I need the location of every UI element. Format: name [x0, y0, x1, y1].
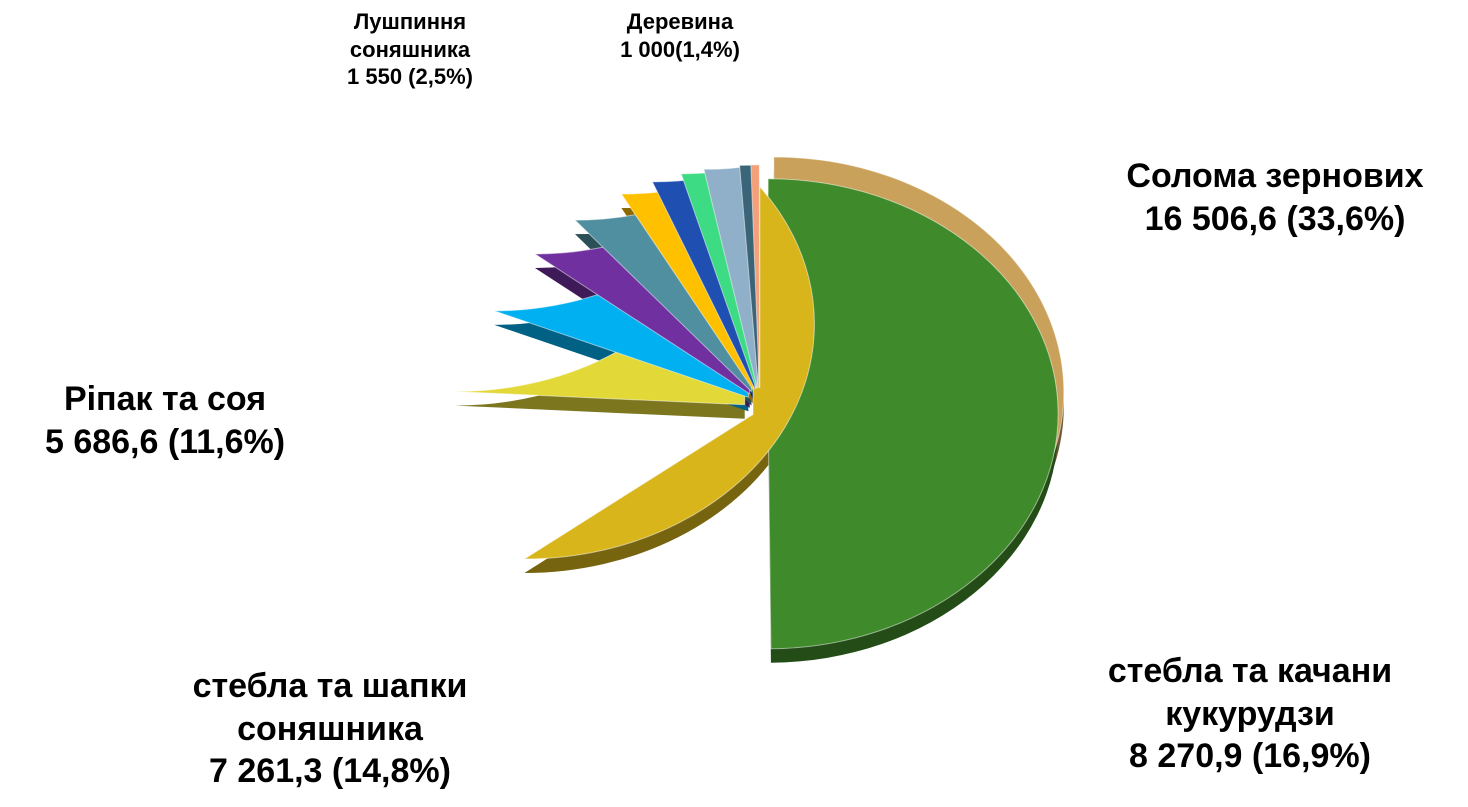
slice-label: стебла та шапки соняшника 7 261,3 (14,8%)	[110, 665, 550, 793]
value-label: 1 550 (2,5%)	[347, 64, 473, 89]
value-label: 7 261,3 (14,8%)	[209, 752, 451, 790]
value-label: 1 000(1,4%)	[620, 36, 740, 62]
slice-label: Ріпак та соя 5 686,6 (11,6%)	[0, 378, 330, 463]
slice-label: Деревина 1 000(1,4%)	[585, 8, 775, 63]
slice	[767, 178, 1059, 650]
category-label: Лушпиння соняшника	[349, 9, 471, 62]
slice-label: стебла та качани кукурудзи 8 270,9 (16,9%…	[1040, 650, 1460, 778]
category-label: Ріпак та соя	[63, 380, 267, 418]
value-label: 5 686,6 (11,6%)	[44, 422, 286, 461]
value-label: 16 506,6 (33,6%)	[1144, 199, 1406, 238]
category-label: стебла та качани кукурудзи	[1107, 652, 1393, 733]
category-label: стебла та шапки соняшника	[192, 667, 468, 748]
category-label: Солома зернових	[1126, 157, 1424, 195]
slice-label: Солома зернових 16 506,6 (33,6%)	[1080, 155, 1468, 240]
slice	[522, 178, 815, 560]
value-label: 8 270,9 (16,9%)	[1129, 737, 1371, 775]
category-label: Деревина	[626, 9, 734, 34]
slice-label: Лушпиння соняшника 1 550 (2,5%)	[300, 8, 520, 91]
